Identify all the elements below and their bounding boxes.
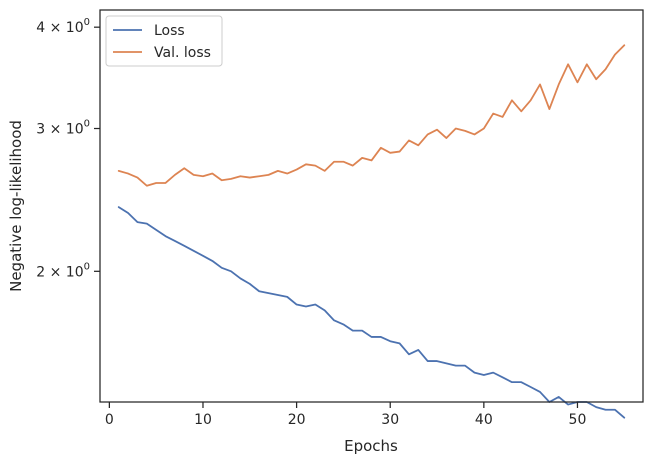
legend-label: Val. loss xyxy=(154,45,211,61)
x-axis: 0 10 20 30 40 50 xyxy=(105,402,586,428)
x-tick-label: 20 xyxy=(288,412,306,428)
y-tick-label: 4 × 100 xyxy=(36,17,90,36)
legend-label: Loss xyxy=(154,23,185,39)
series-line-loss xyxy=(117,206,626,419)
axes-frame xyxy=(99,9,644,403)
y-axis-label: Negative log-likelihood xyxy=(7,120,25,292)
x-axis-label: Epochs xyxy=(344,437,398,455)
x-tick-label: 10 xyxy=(194,412,212,428)
y-axis: 2 × 100 3 × 100 4 × 100 xyxy=(36,17,100,280)
legend: Loss Val. loss xyxy=(105,15,223,67)
y-tick-label: 2 × 100 xyxy=(36,261,90,280)
x-tick-label: 0 xyxy=(105,412,114,428)
y-tick-label: 3 × 100 xyxy=(36,119,90,138)
x-tick-label: 40 xyxy=(475,412,493,428)
series-line-val-loss xyxy=(117,44,626,187)
series-layer xyxy=(117,44,626,419)
x-tick-label: 50 xyxy=(569,412,587,428)
legend-box xyxy=(105,15,223,67)
x-tick-label: 30 xyxy=(381,412,399,428)
